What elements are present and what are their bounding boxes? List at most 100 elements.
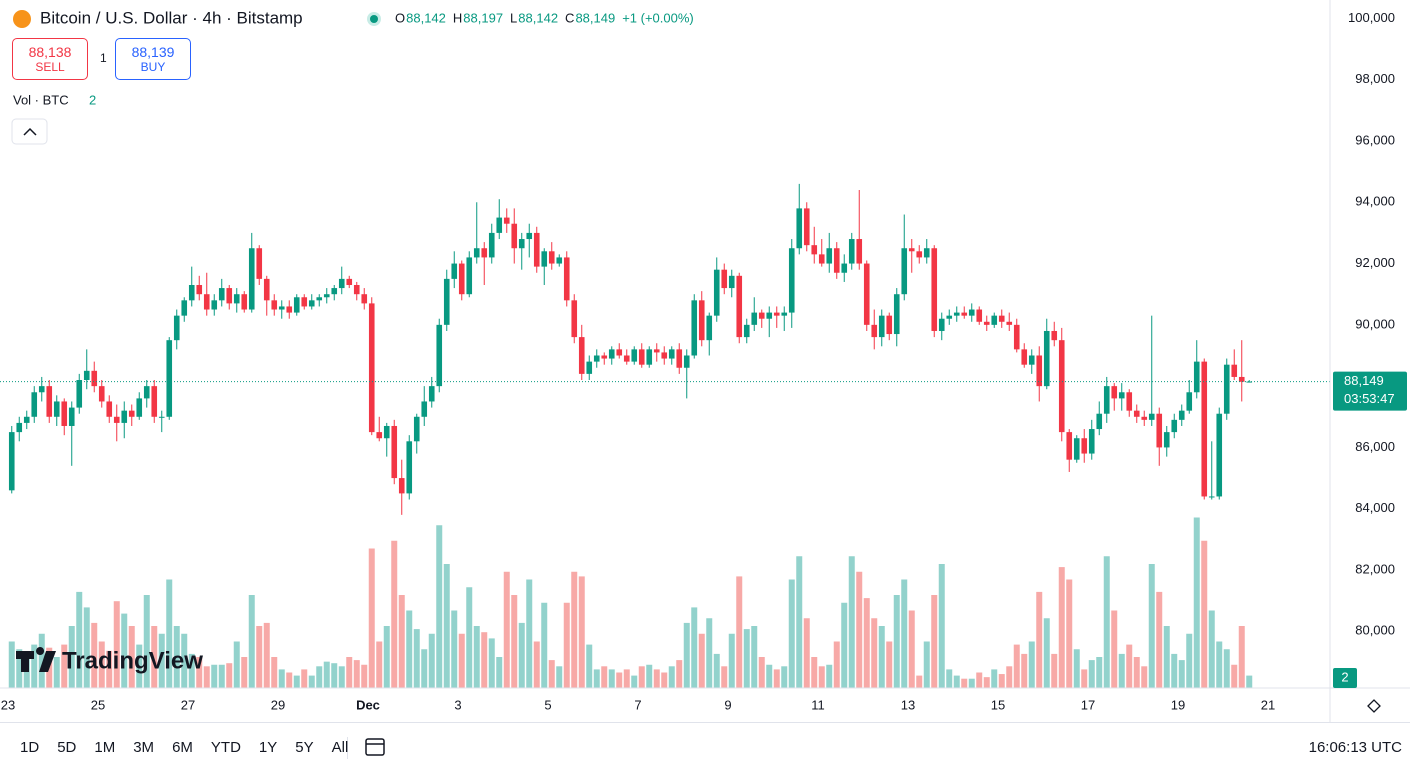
volume-bar: [503, 571, 510, 688]
settings-icon[interactable]: [1367, 699, 1381, 713]
timeframe-button[interactable]: 5Y: [295, 739, 314, 756]
candle-body: [376, 432, 383, 439]
candle-body: [1223, 364, 1230, 414]
candle-body: [863, 263, 870, 325]
timeframe-button[interactable]: 1Y: [258, 739, 278, 756]
volume-bar: [803, 618, 810, 688]
candle-body: [443, 278, 450, 325]
volume-bar: [1021, 653, 1028, 688]
volume-bar: [1171, 653, 1178, 688]
change: +1 (+0.00%): [622, 10, 694, 25]
candle-body: [271, 300, 278, 310]
candle-body: [1216, 413, 1223, 497]
buy-button[interactable]: 88,139 BUY: [115, 38, 191, 80]
volume-bar: [526, 579, 533, 688]
candle-body: [383, 425, 390, 439]
candle-body: [593, 355, 600, 362]
candle-body: [136, 398, 143, 417]
candle-body: [331, 288, 338, 295]
volume-bar: [316, 666, 323, 688]
candle-body: [436, 324, 443, 387]
candle-body: [728, 275, 735, 289]
candle-body: [901, 248, 908, 295]
buy-price: 88,139: [131, 44, 175, 60]
volume-bar: [586, 644, 593, 688]
volume-bar: [638, 666, 645, 688]
volume-bar: [301, 669, 308, 688]
volume-bar: [691, 607, 698, 688]
candle-body: [526, 232, 533, 240]
candle-body: [8, 432, 15, 491]
volume-bar: [166, 579, 173, 688]
candle-body: [1058, 340, 1065, 433]
candle-body: [511, 223, 518, 249]
candle-body: [256, 248, 263, 279]
volume-bar: [1081, 669, 1088, 688]
candle-body: [563, 257, 570, 301]
candle-body: [1096, 413, 1103, 430]
candle-body: [1081, 438, 1088, 454]
candle-body: [946, 315, 953, 319]
candle-body: [91, 370, 98, 387]
sell-button[interactable]: 88,138 SELL: [12, 38, 88, 80]
candle-body: [983, 321, 990, 325]
timeframe-button[interactable]: 1M: [94, 739, 116, 756]
volume-bar: [121, 613, 128, 688]
volume-bar: [361, 664, 368, 688]
candle-body: [361, 294, 368, 304]
last-price-box: [1333, 371, 1407, 411]
volume-badge-box: [1333, 668, 1357, 688]
candle-body: [548, 251, 555, 264]
candle-body: [1171, 419, 1178, 433]
volume-bar: [1118, 653, 1125, 688]
candle-body: [796, 208, 803, 249]
candle-body: [938, 318, 945, 331]
volume-bar: [946, 669, 953, 688]
volume-bar: [16, 649, 23, 688]
timeframe-button[interactable]: 3M: [133, 739, 155, 756]
volume-bar: [458, 633, 465, 688]
timeframe-button[interactable]: 6M: [172, 739, 193, 756]
volume-bar: [1111, 610, 1118, 688]
logo: TradingView: [16, 647, 203, 674]
candle-body: [631, 349, 638, 362]
candle-body: [181, 300, 188, 316]
volume-bar: [653, 669, 660, 688]
candle-body: [488, 232, 495, 258]
candle-body: [323, 294, 330, 298]
sell-label: SELL: [35, 60, 65, 74]
volume-bar: [811, 657, 818, 688]
timeframe-button[interactable]: 1D: [20, 739, 40, 756]
spread: 1: [100, 51, 107, 65]
date-range-icon[interactable]: [364, 735, 388, 759]
candle-body: [721, 269, 728, 289]
volume-bar: [706, 618, 713, 688]
volume-bar: [278, 669, 285, 688]
candle-body: [1013, 324, 1020, 350]
candle-body: [346, 278, 353, 286]
y-tick-label: 90,000: [1355, 316, 1395, 331]
volume-bar: [188, 653, 195, 688]
timeframe-button[interactable]: 5D: [57, 739, 77, 756]
collapse-button[interactable]: [11, 118, 48, 145]
volume-bar: [323, 661, 330, 688]
y-tick-label: 100,000: [1348, 10, 1395, 25]
candle-body: [1208, 496, 1215, 498]
candle-body: [391, 425, 398, 479]
volume-bar: [136, 644, 143, 688]
candle-body: [16, 422, 23, 433]
candle-body: [1126, 392, 1133, 411]
candle-body: [811, 245, 818, 255]
y-tick-label: 92,000: [1355, 255, 1395, 270]
ohlc-value: 88,142: [406, 10, 446, 25]
candle-body: [601, 355, 608, 359]
volume-bar: [826, 664, 833, 688]
candle-body: [1193, 361, 1200, 393]
candle-body: [173, 315, 180, 341]
volume-bar: [841, 602, 848, 688]
timeframe-button[interactable]: All: [331, 739, 349, 756]
volume-bar: [308, 675, 315, 688]
timeframe-button[interactable]: YTD: [210, 739, 241, 756]
volume-bar: [331, 663, 338, 688]
